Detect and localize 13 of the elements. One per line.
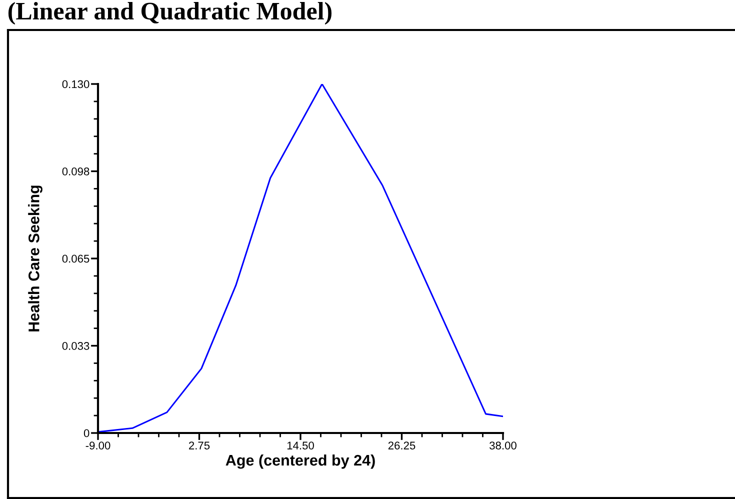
x-tick-label: 2.75 — [188, 442, 210, 450]
y-tick-label: 0.098 — [62, 168, 90, 176]
y-tick-label: 0.033 — [62, 342, 90, 350]
y-tick-label: 0.065 — [62, 254, 90, 263]
x-tick-label: 14.50 — [287, 442, 314, 450]
x-tick-label: 26.25 — [388, 442, 416, 450]
x-axis-title: Age (centered by 24) — [226, 454, 375, 469]
y-tick-label: 0.130 — [62, 80, 90, 88]
x-tick-label: 38.00 — [490, 442, 516, 450]
x-tick-label: -9.00 — [86, 442, 110, 450]
y-axis-title: Health Care Seeking — [28, 186, 42, 332]
y-tick-label: 0 — [84, 429, 90, 438]
chart-title: (Linear and Quadratic Model) — [8, 2, 332, 25]
